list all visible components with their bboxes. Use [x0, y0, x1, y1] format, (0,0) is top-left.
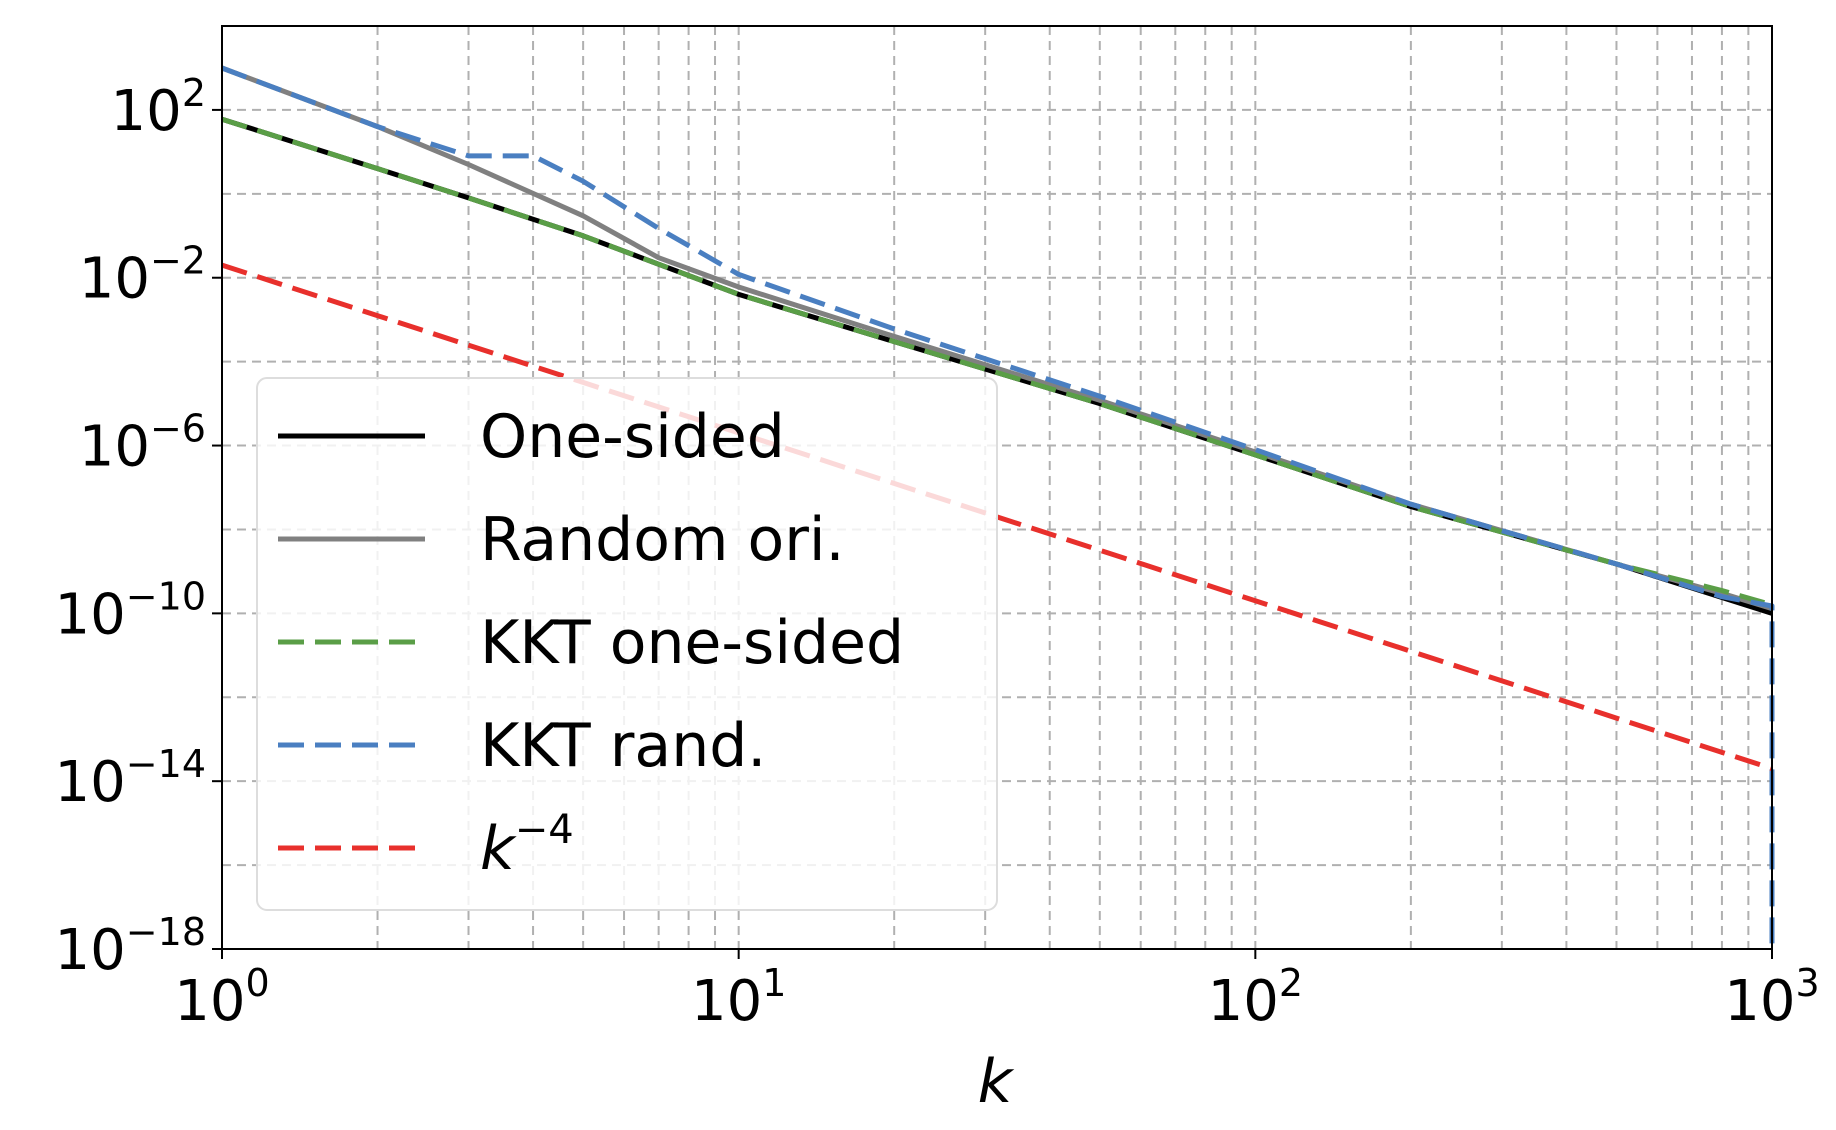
x-tick-exp: 0 — [246, 961, 270, 1005]
x-tick-label: 101 — [691, 961, 786, 1034]
y-tick-label: 10−14 — [55, 742, 206, 815]
y-tick-label: 10−18 — [55, 910, 206, 983]
legend: One-sided Random ori. KKT one-sided KKT ran… — [256, 377, 998, 911]
x-tick-exp: 3 — [1796, 961, 1820, 1005]
x-tick-base: 10 — [174, 969, 245, 1034]
x-tick-labels: 100 101 102 103 — [174, 949, 1820, 1034]
plot-frame — [221, 25, 1773, 950]
y-tick-label: 10−10 — [55, 574, 206, 647]
legend-label-4: k−4 — [480, 807, 574, 884]
series-line-2 — [221, 116, 1773, 608]
y-tick-exp: 2 — [182, 71, 206, 115]
legend-label-2: KKT one-sided — [480, 608, 904, 678]
y-tick-exp: −14 — [126, 742, 206, 786]
legend-label-0: One-sided — [480, 402, 785, 472]
y-tick-label: 10−2 — [79, 239, 206, 312]
x-tick-exp: 2 — [1279, 961, 1303, 1005]
y-tick-base: 10 — [55, 750, 126, 815]
y-tick-exp: −6 — [150, 407, 206, 451]
y-tick-base: 10 — [55, 582, 126, 647]
series-line-3 — [221, 65, 1775, 949]
y-tick-label: 10−6 — [79, 407, 206, 480]
y-tick-base: 10 — [79, 247, 150, 312]
x-tick-label: 103 — [1724, 961, 1819, 1034]
y-tick-base: 10 — [111, 79, 182, 144]
legend-label-1: Random ori. — [480, 505, 845, 575]
legend-label-base: k — [480, 814, 517, 884]
y-tick-base: 10 — [55, 918, 126, 983]
x-tick-base: 10 — [1724, 969, 1795, 1034]
x-tick-exp: 1 — [762, 961, 786, 1005]
legend-box — [256, 377, 998, 911]
x-axis-label: k — [978, 1047, 1015, 1117]
y-tick-exp: −10 — [126, 574, 206, 618]
y-tick-exp: −2 — [150, 239, 206, 283]
y-tick-label: 102 — [111, 71, 206, 144]
x-tick-label: 102 — [1208, 961, 1303, 1034]
y-tick-exp: −18 — [126, 910, 206, 954]
x-tick-base: 10 — [1208, 969, 1279, 1034]
legend-label-exp: −4 — [515, 807, 574, 853]
y-tick-base: 10 — [79, 415, 150, 480]
x-tick-label: 100 — [174, 961, 269, 1034]
x-tick-base: 10 — [691, 969, 762, 1034]
legend-label-3: KKT rand. — [480, 711, 766, 781]
